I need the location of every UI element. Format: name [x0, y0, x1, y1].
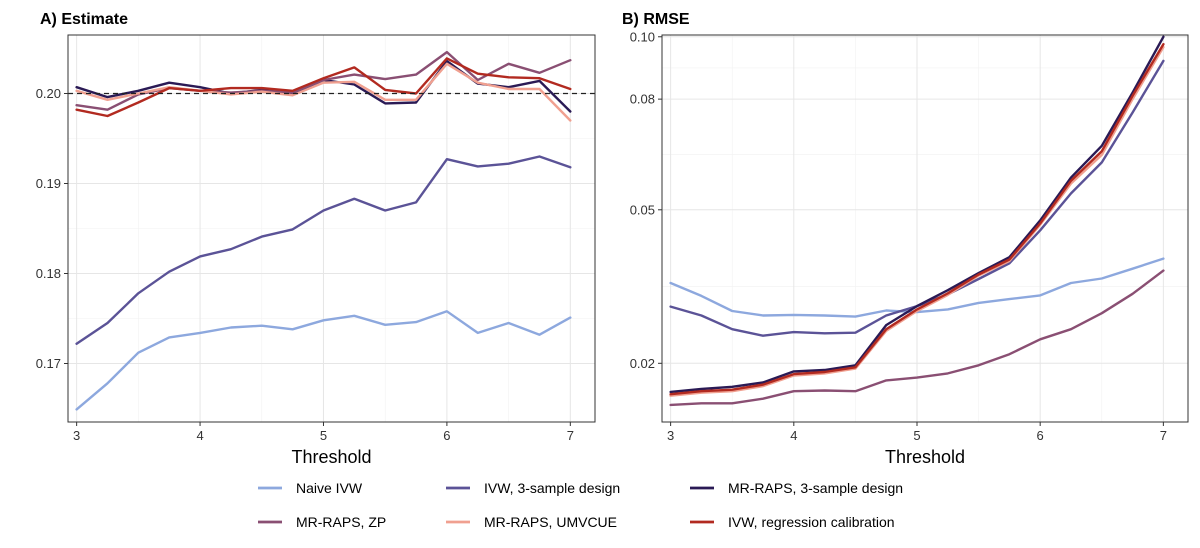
x-tick-label: 4 [790, 428, 797, 443]
series-line-mr-raps-umvcue [75, 62, 572, 122]
y-tick-label: 0.18 [36, 266, 61, 281]
legend-label-ivw-3-sample-design: IVW, 3-sample design [484, 480, 620, 496]
x-axis-label-estimate: Threshold [291, 447, 371, 467]
x-tick-label: 6 [443, 428, 450, 443]
legend-label-naive-ivw: Naive IVW [296, 480, 363, 496]
series-line-naive-ivw [75, 310, 572, 411]
y-tick-label: 0.10 [630, 29, 655, 44]
y-tick-label: 0.17 [36, 356, 61, 371]
grid-rmse [662, 35, 1188, 422]
series-line-ivw-3-sample-design [75, 155, 572, 345]
x-tick-label: 5 [320, 428, 327, 443]
x-tick-label: 6 [1037, 428, 1044, 443]
panel-estimate: A) Estimate 3 4 5 6 7 0.17 0.18 0.19 0.20 Thresh… [36, 11, 596, 467]
y-tick-label: 0.02 [630, 356, 655, 371]
axis-ticks-rmse: 3 4 5 6 7 0.02 0.05 0.08 0.10 [630, 29, 1167, 443]
x-axis-label-rmse: Threshold [885, 447, 965, 467]
y-tick-label: 0.19 [36, 176, 61, 191]
axis-ticks-estimate: 3 4 5 6 7 0.17 0.18 0.19 0.20 [36, 86, 574, 443]
legend-label-ivw-regression-calibration: IVW, regression calibration [728, 514, 895, 530]
series-lines-rmse [669, 35, 1165, 407]
series-line-mr-raps-umvcue [669, 46, 1165, 397]
grid-estimate [68, 35, 595, 422]
legend: Naive IVW IVW, 3-sample design MR-RAPS, 3-… [258, 480, 903, 530]
series-line-ivw-regression-calibration [669, 43, 1165, 396]
legend-label-mr-raps-umvcue: MR-RAPS, UMVCUE [484, 514, 617, 530]
plot-background [662, 35, 1188, 422]
plot-frame-estimate [67, 34, 596, 423]
x-tick-label: 7 [1160, 428, 1167, 443]
x-tick-label: 4 [196, 428, 203, 443]
y-tick-label: 0.08 [630, 92, 655, 107]
panel-rmse: B) RMSE 3 4 5 6 7 0.02 0.05 0.08 0.10 Threshold [622, 11, 1189, 467]
y-tick-label: 0.05 [630, 202, 655, 217]
x-tick-label: 3 [667, 428, 674, 443]
series-line-mr-raps-3-sample-design [669, 35, 1165, 394]
panel-title-rmse: B) RMSE [622, 11, 690, 28]
plot-frame-rmse [661, 34, 1189, 423]
series-lines-estimate [68, 50, 595, 411]
x-tick-label: 5 [913, 428, 920, 443]
series-line-mr-raps-zp [669, 269, 1165, 407]
x-tick-label: 7 [567, 428, 574, 443]
y-tick-label: 0.20 [36, 86, 61, 101]
x-tick-label: 3 [73, 428, 80, 443]
panel-title-estimate: A) Estimate [40, 11, 128, 28]
legend-label-mr-raps-3-sample-design: MR-RAPS, 3-sample design [728, 480, 903, 496]
legend-label-mr-raps-zp: MR-RAPS, ZP [296, 514, 386, 530]
